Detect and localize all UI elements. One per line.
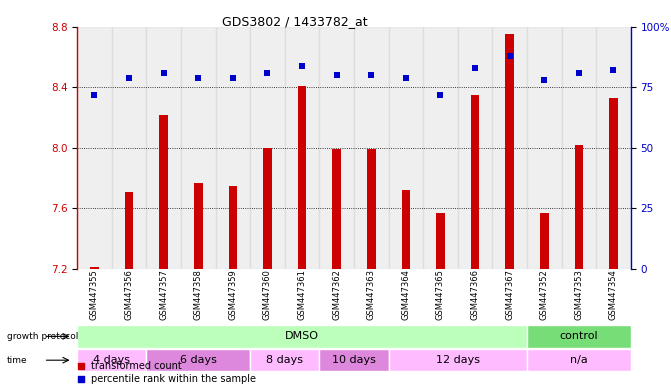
Bar bbox=[112, 27, 146, 269]
Point bbox=[227, 74, 238, 81]
Text: transformed count: transformed count bbox=[91, 361, 181, 371]
Bar bbox=[181, 27, 215, 269]
Bar bbox=[423, 27, 458, 269]
Point bbox=[331, 72, 342, 78]
Text: percentile rank within the sample: percentile rank within the sample bbox=[91, 374, 256, 384]
Bar bbox=[458, 27, 493, 269]
Text: control: control bbox=[560, 331, 598, 341]
Text: n/a: n/a bbox=[570, 355, 588, 365]
Point bbox=[301, 201, 311, 207]
Bar bbox=[527, 27, 562, 269]
Text: GSM447362: GSM447362 bbox=[332, 269, 341, 319]
Bar bbox=[285, 27, 319, 269]
Point bbox=[608, 67, 619, 73]
Bar bbox=[90, 267, 99, 269]
Bar bbox=[77, 27, 112, 269]
Text: GSM447352: GSM447352 bbox=[539, 269, 549, 319]
Text: GSM447365: GSM447365 bbox=[436, 269, 445, 319]
Text: GSM447360: GSM447360 bbox=[263, 269, 272, 319]
Bar bbox=[215, 27, 250, 269]
Bar bbox=[125, 192, 134, 269]
Bar bbox=[574, 145, 583, 269]
Text: GSM447356: GSM447356 bbox=[125, 269, 134, 319]
Point bbox=[366, 72, 376, 78]
Text: GSM447353: GSM447353 bbox=[574, 269, 583, 319]
Text: DMSO: DMSO bbox=[285, 331, 319, 341]
Bar bbox=[298, 86, 307, 269]
Point bbox=[574, 70, 584, 76]
Bar bbox=[250, 349, 319, 371]
Bar bbox=[596, 27, 631, 269]
Bar bbox=[527, 349, 631, 371]
Bar bbox=[401, 190, 410, 269]
Text: time: time bbox=[7, 356, 28, 365]
Bar bbox=[146, 349, 250, 371]
Bar bbox=[263, 148, 272, 269]
Bar bbox=[471, 95, 479, 269]
Point bbox=[539, 77, 550, 83]
Bar bbox=[319, 349, 389, 371]
Text: GSM447354: GSM447354 bbox=[609, 269, 618, 319]
Text: GSM447355: GSM447355 bbox=[90, 269, 99, 319]
Text: GSM447367: GSM447367 bbox=[505, 269, 514, 320]
Bar bbox=[354, 27, 389, 269]
Bar bbox=[250, 27, 285, 269]
Point bbox=[301, 324, 311, 330]
Text: GSM447361: GSM447361 bbox=[297, 269, 307, 319]
Text: growth protocol: growth protocol bbox=[7, 332, 78, 341]
Text: GSM447364: GSM447364 bbox=[401, 269, 411, 319]
Point bbox=[158, 70, 169, 76]
Bar bbox=[540, 213, 549, 269]
Bar bbox=[527, 325, 631, 348]
Point bbox=[262, 70, 273, 76]
Point bbox=[505, 53, 515, 59]
Bar bbox=[194, 183, 203, 269]
Point bbox=[297, 63, 307, 69]
Text: 8 days: 8 days bbox=[266, 355, 303, 365]
Bar bbox=[229, 185, 237, 269]
Point bbox=[89, 91, 100, 98]
Text: 12 days: 12 days bbox=[435, 355, 480, 365]
Text: GSM447359: GSM447359 bbox=[228, 269, 238, 319]
Text: GSM447366: GSM447366 bbox=[470, 269, 480, 320]
Point bbox=[193, 74, 203, 81]
Bar bbox=[319, 27, 354, 269]
Text: GDS3802 / 1433782_at: GDS3802 / 1433782_at bbox=[222, 15, 368, 28]
Text: GSM447357: GSM447357 bbox=[159, 269, 168, 319]
Bar bbox=[389, 27, 423, 269]
Bar bbox=[159, 114, 168, 269]
Bar bbox=[77, 349, 146, 371]
Text: GSM447358: GSM447358 bbox=[194, 269, 203, 319]
Bar bbox=[146, 27, 181, 269]
Bar bbox=[609, 98, 618, 269]
Point bbox=[470, 65, 480, 71]
Bar bbox=[493, 27, 527, 269]
Bar bbox=[77, 325, 527, 348]
Point bbox=[435, 91, 446, 98]
Bar bbox=[505, 35, 514, 269]
Bar bbox=[436, 213, 445, 269]
Text: 10 days: 10 days bbox=[332, 355, 376, 365]
Text: 6 days: 6 days bbox=[180, 355, 217, 365]
Text: 4 days: 4 days bbox=[93, 355, 130, 365]
Bar bbox=[562, 27, 596, 269]
Point bbox=[123, 74, 134, 81]
Text: GSM447363: GSM447363 bbox=[367, 269, 376, 320]
Bar bbox=[389, 349, 527, 371]
Bar bbox=[332, 149, 341, 269]
Point bbox=[401, 74, 411, 81]
Bar bbox=[367, 149, 376, 269]
